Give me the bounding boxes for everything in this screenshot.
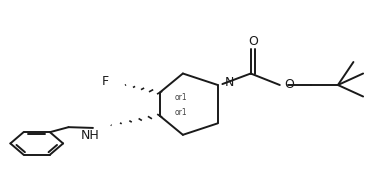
Text: O: O — [284, 78, 294, 91]
Text: N: N — [225, 76, 234, 89]
Text: F: F — [101, 75, 109, 88]
Text: or1: or1 — [175, 93, 188, 102]
Text: or1: or1 — [175, 108, 188, 117]
Text: O: O — [248, 35, 258, 48]
Text: NH: NH — [81, 130, 100, 142]
